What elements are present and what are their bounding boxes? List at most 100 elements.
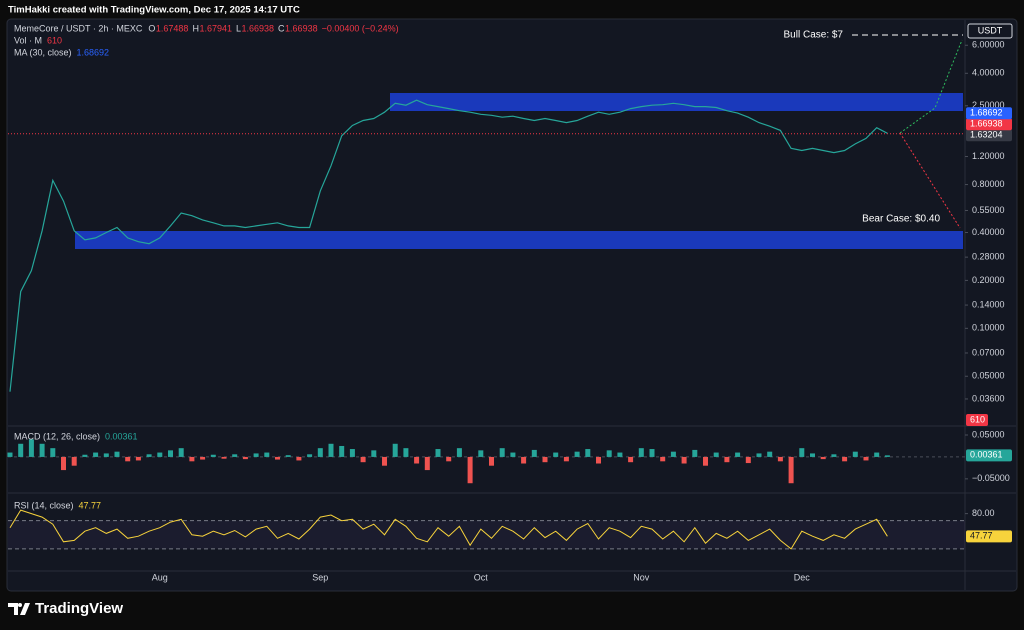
macd-bar [189,456,195,462]
price-change: −0.00400 (−0.24%) [322,23,399,33]
macd-bar [831,454,837,457]
macd-bar [210,454,216,457]
chart-panel [6,18,1018,592]
macd-bar [18,443,24,457]
macd-bar [756,453,762,457]
macd-bar [852,451,858,457]
macd-bar [799,448,805,457]
y-tick-label: 0.05000 [972,371,1005,381]
rsi-value: 47.77 [79,500,102,510]
macd-bar [681,456,687,464]
macd-last-tag: 0.00361 [970,450,1003,460]
macd-bar [788,456,794,484]
ohlc-value: 1.66938 [242,23,275,33]
ohlc-value: 1.67488 [156,23,189,33]
y-tick-label: 2.50000 [972,100,1005,110]
macd-bar [382,456,387,466]
macd-bar [446,456,452,462]
macd-bar [713,452,719,457]
marker-price-tag-bg [966,129,1012,142]
macd-bar [435,449,441,457]
macd-bar [93,452,99,457]
macd-bar [103,453,109,457]
bear-projection [899,132,961,229]
macd-bar [371,450,377,457]
macd-bar [392,443,398,457]
rsi-last-tag-bg [966,530,1012,543]
macd-bar [125,456,131,462]
volume-tag: 610 [970,414,985,424]
ma-value: 1.68692 [77,47,110,57]
macd-bar [28,439,34,457]
macd-bar [745,456,751,464]
macd-bar [200,456,206,460]
y-tick-label: 1.20000 [972,151,1005,161]
y-tick-label: 0.05000 [972,429,1005,439]
macd-bar [810,453,815,457]
x-tick-label: Dec [794,572,811,582]
header: TimHakki created with TradingView.com, D… [8,5,300,16]
macd-bar [531,449,537,457]
footer-brand: TradingView [35,600,123,617]
macd-bar [884,455,890,457]
macd-bar [317,448,323,457]
ohlc-value: 1.66938 [285,23,318,33]
macd-last-tag-bg [966,449,1012,462]
macd-bar [168,450,173,457]
macd-bar [71,456,77,466]
marker-price-tag: 1.63204 [970,130,1003,140]
x-tick-label: Nov [633,572,650,582]
currency-label: USDT [978,25,1003,35]
macd-bar [606,450,612,457]
macd-bar [114,451,120,457]
ma-price-tag-bg [966,107,1012,120]
macd-bar [649,449,655,457]
rsi-line [9,509,888,550]
macd-bar [253,453,259,457]
ohlc-label: C [278,23,285,33]
macd-name: MACD (12, 26, close) [14,431,100,441]
y-tick-label: 0.40000 [972,227,1005,237]
macd-bar [842,456,848,462]
rsi-band-fill [8,520,965,549]
close-price-tag-bg [966,118,1012,131]
volume-value: 610 [47,35,62,45]
x-tick-label: Aug [152,572,168,582]
y-tick-label: 0.14000 [972,299,1005,309]
bear-case-label: Bear Case: $0.40 [862,214,940,225]
macd-bar [670,451,676,457]
macd-bar [360,456,366,463]
macd-bar [221,456,227,459]
ma-price-tag: 1.68692 [970,108,1003,118]
macd-bar [628,456,634,463]
y-tick-label: 0.10000 [972,323,1005,333]
macd-bar [617,452,623,457]
macd-bar [275,456,280,460]
macd-bar [7,452,13,457]
macd-bar [703,456,708,466]
macd-bar [178,448,184,457]
macd-bar [553,452,559,457]
y-tick-label: 4.00000 [972,68,1005,78]
ma-name: MA (30, close) [14,47,72,57]
macd-bar [820,456,826,460]
macd-bar [456,448,462,457]
macd-bar [135,456,141,461]
bull-case-label: Bull Case: $7 [784,30,844,41]
ohlc-label: O [148,23,155,33]
macd-bar [50,448,56,457]
macd-bar [328,443,334,457]
macd-bar [735,452,741,457]
x-tick-label: Oct [474,572,489,582]
macd-bar [264,452,270,457]
ohlc-label: L [236,23,241,33]
macd-bar [61,456,66,471]
price-line [9,99,888,392]
macd-bar [307,454,313,457]
macd-bar [585,449,591,457]
currency-box [967,23,1013,39]
macd-bar [478,450,484,457]
macd-bar [424,456,430,471]
macd-bar [232,454,238,457]
